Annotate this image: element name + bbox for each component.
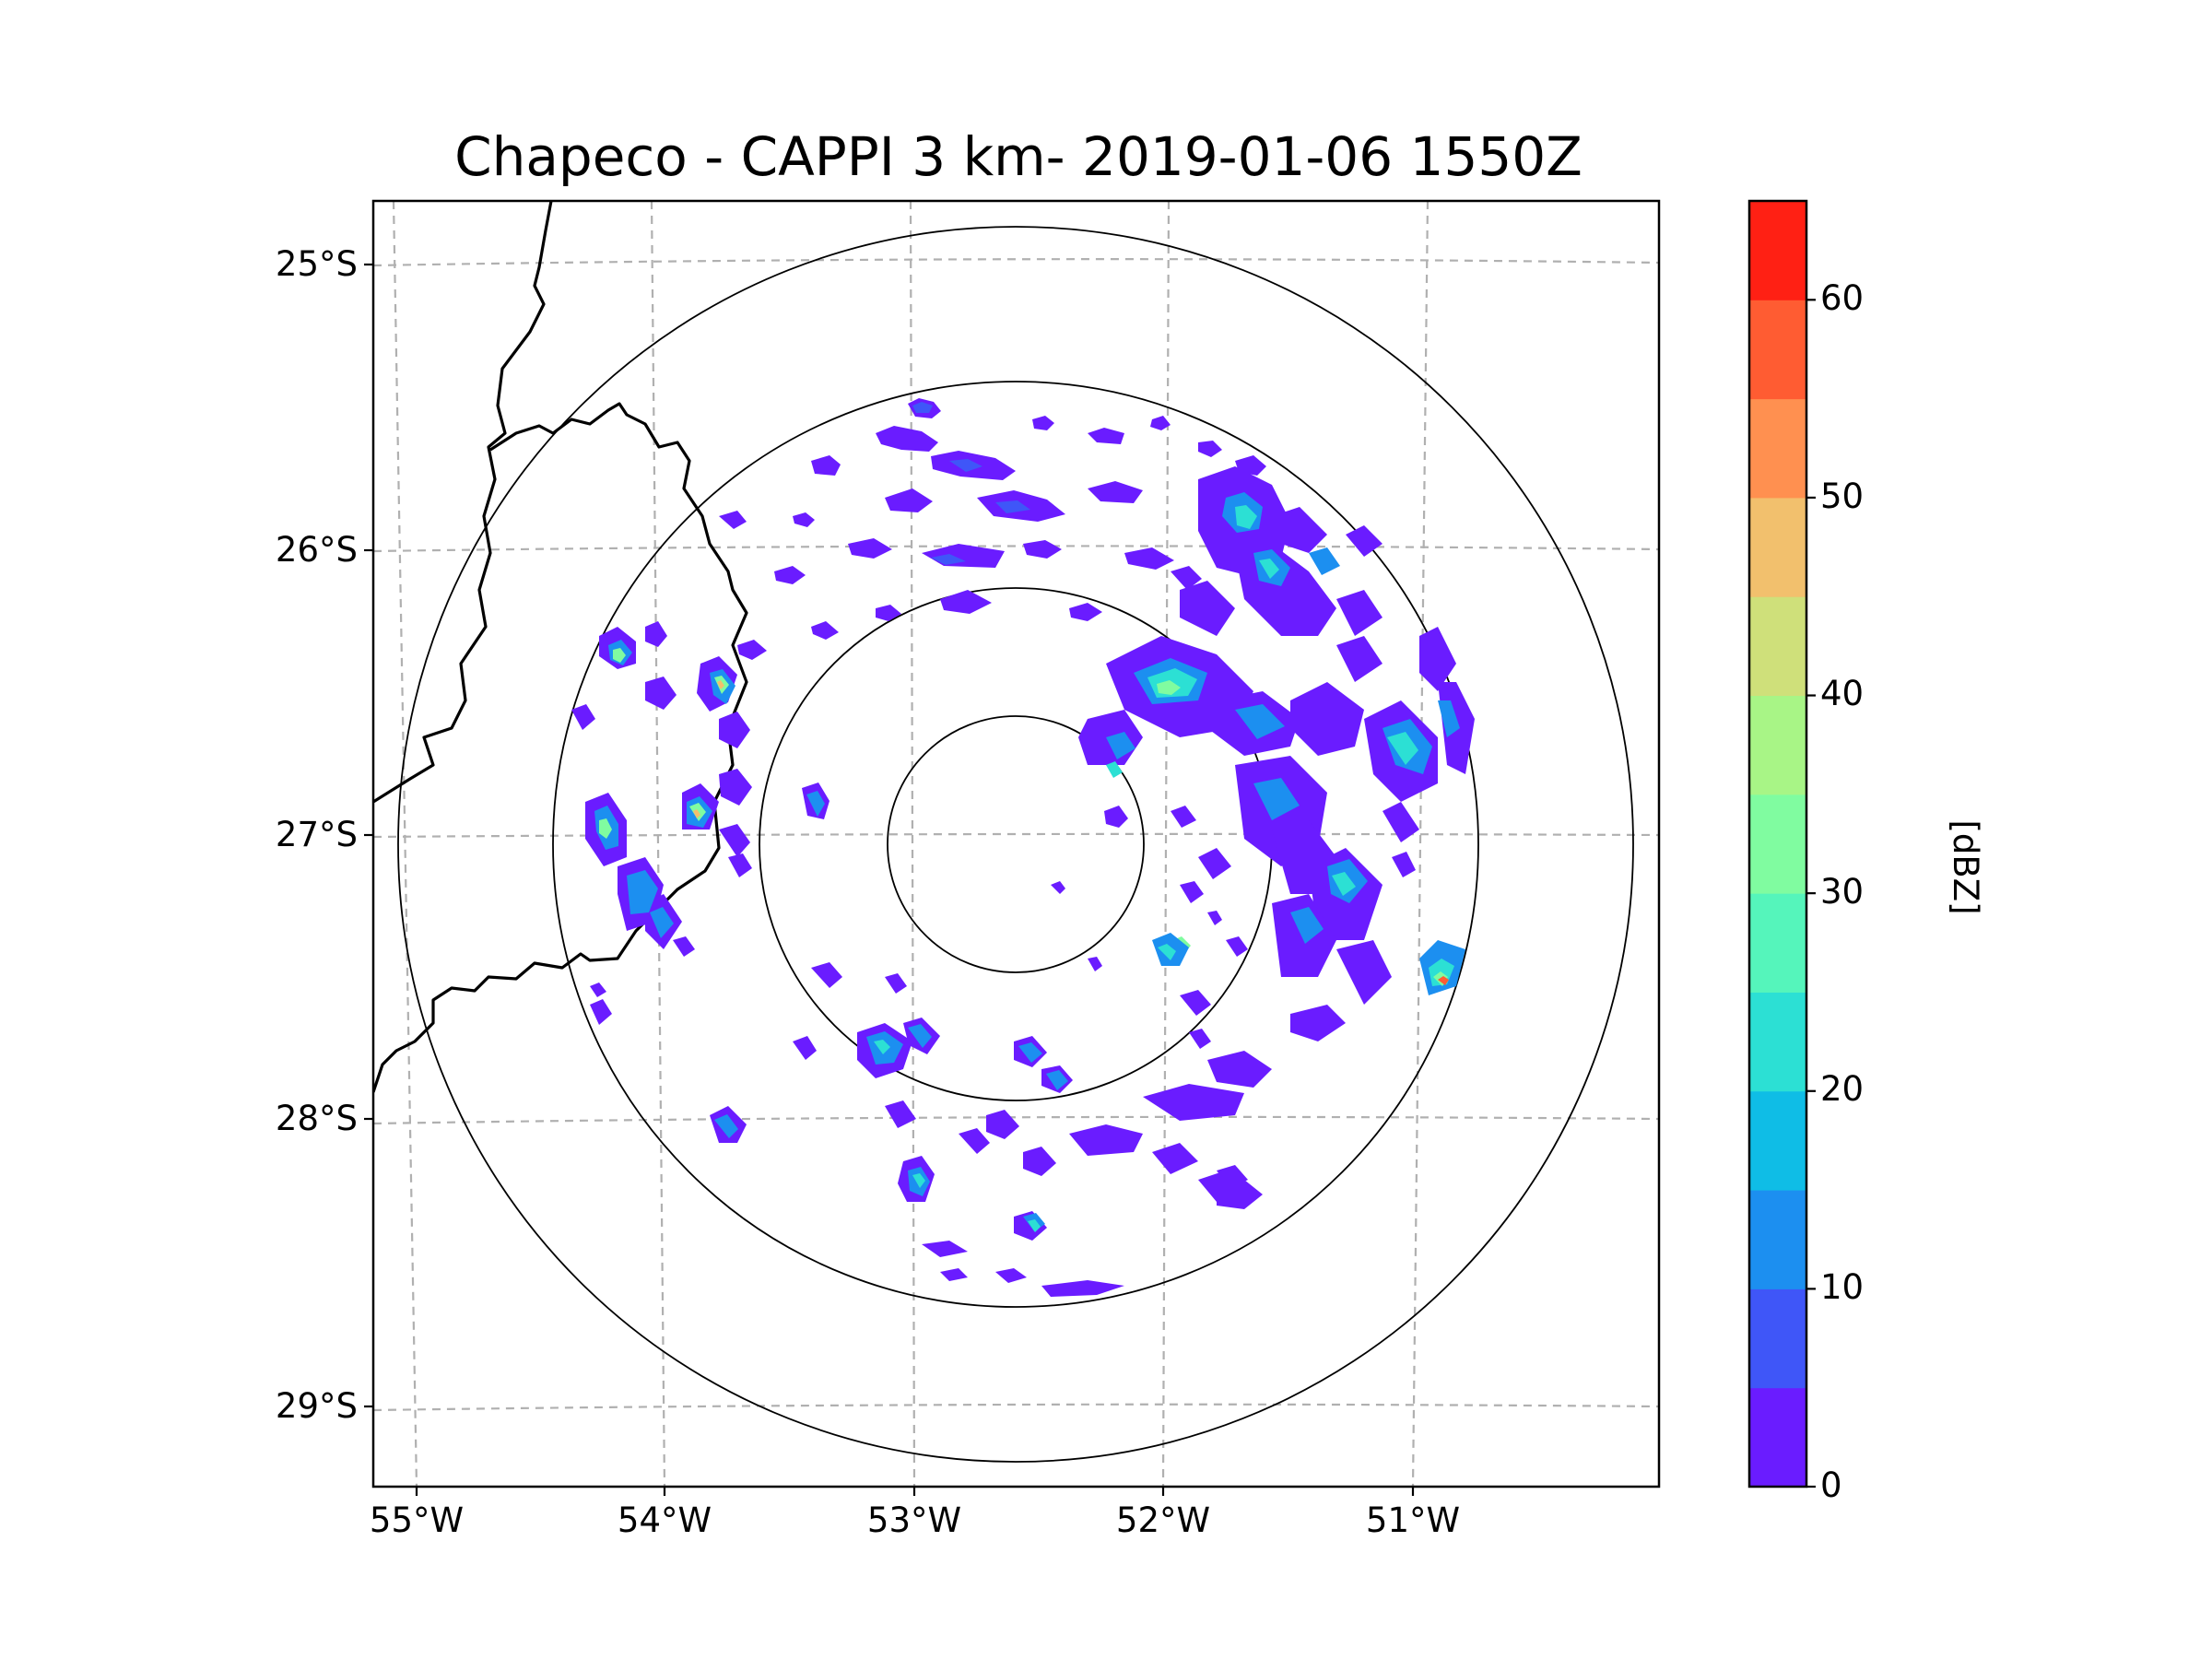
colorbar-segment — [1749, 695, 1806, 795]
meridian-53w — [909, 201, 916, 1487]
border-misiones-brazil — [373, 402, 748, 1093]
parallel-28s — [373, 1115, 1659, 1125]
colorbar-segment — [1749, 992, 1806, 1092]
radar-echoes — [571, 398, 1475, 1297]
colorbar-segment — [1749, 794, 1806, 894]
colorbar-tick-label: 30 — [1820, 872, 1865, 912]
meridian-51w — [1411, 201, 1430, 1487]
lat-label: 26°S — [275, 530, 358, 570]
lon-label: 52°W — [1115, 1500, 1211, 1540]
colorbar-tick-label: 40 — [1820, 674, 1865, 713]
meridian-52w — [1161, 201, 1171, 1487]
colorbar-segment — [1749, 398, 1806, 499]
colorbar-tick-label: 10 — [1820, 1267, 1865, 1307]
lon-label: 55°W — [369, 1500, 465, 1540]
colorbar-frame — [1747, 199, 1808, 1488]
lon-label: 54°W — [617, 1500, 712, 1540]
political-borders — [373, 201, 748, 1093]
parallel-29s — [373, 1403, 1659, 1412]
meridian-55w — [392, 201, 418, 1487]
colorbar-tick-label: 60 — [1820, 278, 1865, 318]
colorbar-segment — [1749, 893, 1806, 993]
colorbar-tick-label: 0 — [1820, 1465, 1842, 1505]
lon-label: 51°W — [1365, 1500, 1461, 1540]
map-frame — [371, 199, 1661, 1488]
colorbar-segment — [1749, 300, 1806, 400]
colorbar-segment — [1749, 596, 1806, 697]
meridian-54w — [650, 201, 666, 1487]
lat-label: 25°S — [275, 244, 358, 284]
lon-label: 53°W — [866, 1500, 962, 1540]
map-title: Chapeco - CAPPI 3 km- 2019-01-06 1550Z — [454, 125, 1583, 188]
parallel-25s — [373, 258, 1659, 267]
border-paraguay-brazil — [373, 201, 553, 804]
range-ring-4 — [397, 226, 1634, 1463]
lat-label: 28°S — [275, 1099, 358, 1138]
parallel-26s — [373, 545, 1659, 553]
colorbar-unit-label: [dBZ] — [1946, 819, 1985, 915]
colorbar-segment — [1749, 497, 1806, 597]
colorbar-segment — [1749, 1190, 1806, 1289]
colorbar-tick-label: 20 — [1820, 1069, 1865, 1109]
range-ring-1 — [887, 715, 1145, 973]
range-ring-3 — [552, 381, 1479, 1308]
colorbar-segment — [1749, 1288, 1806, 1389]
graticule — [373, 201, 1659, 1487]
colorbar — [1747, 199, 1816, 1488]
colorbar-segment — [1749, 1387, 1806, 1488]
colorbar-tick-label: 50 — [1820, 477, 1865, 516]
lat-label: 29°S — [275, 1386, 358, 1426]
parallel-27s — [373, 832, 1659, 839]
lat-label: 27°S — [275, 815, 358, 854]
axis-ticks — [364, 263, 1415, 1496]
colorbar-segment — [1749, 1090, 1806, 1191]
colorbar-segment — [1749, 201, 1806, 300]
